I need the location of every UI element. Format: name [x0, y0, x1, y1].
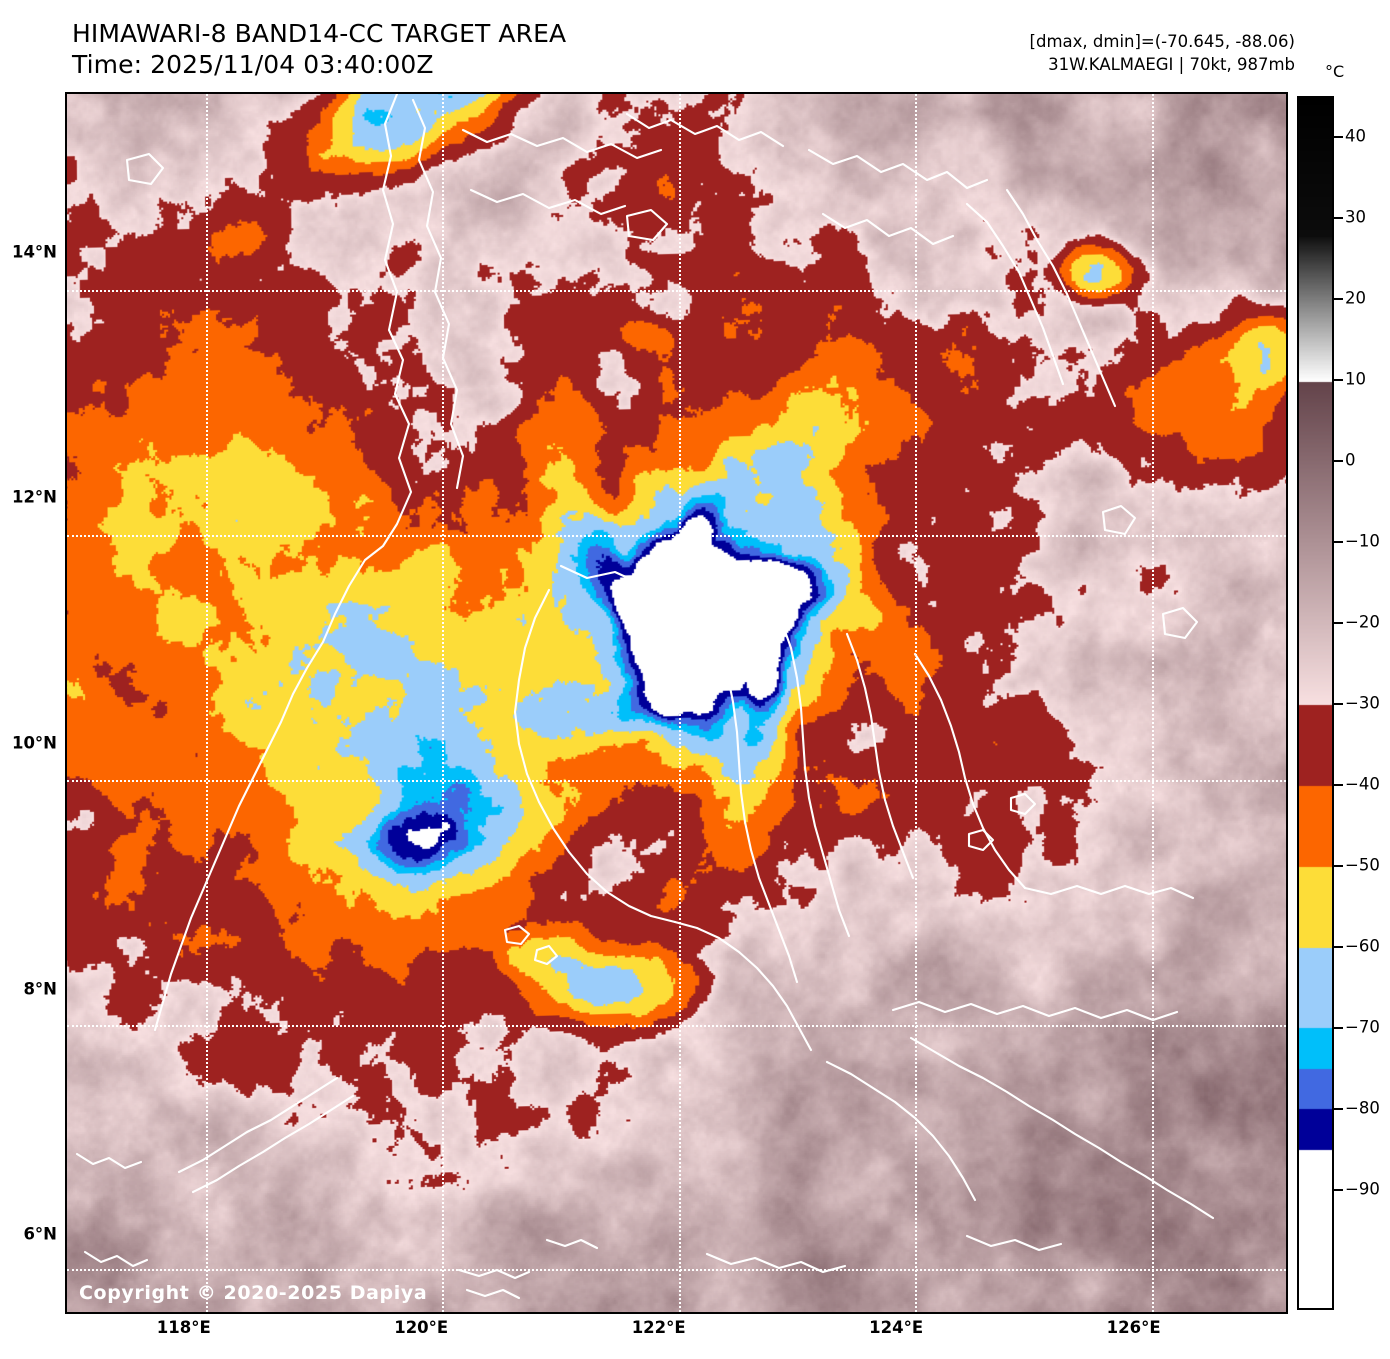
y-tick-label: 6°N — [23, 1224, 57, 1244]
x-tick-label: 118°E — [156, 1318, 211, 1337]
dmax-dmin-text: [dmax, dmin]=(-70.645, -88.06) — [1029, 32, 1295, 51]
colorbar-tick-mark — [1334, 783, 1343, 786]
header-metadata: [dmax, dmin]=(-70.645, -88.06) 31W.KALMA… — [1030, 30, 1295, 76]
y-tick-label: 10°N — [11, 733, 57, 753]
copyright-text: Copyright © 2020-2025 Dapiya — [79, 1282, 428, 1304]
colorbar-tick-mark — [1334, 1107, 1343, 1110]
colorbar-tick-label: −60 — [1345, 936, 1380, 956]
colorbar-tick-label: −90 — [1345, 1179, 1380, 1199]
page-title: HIMAWARI-8 BAND14-CC TARGET AREA Time: 2… — [72, 18, 566, 80]
colorbar-tick-label: −80 — [1345, 1098, 1380, 1118]
colorbar-gradient — [1299, 98, 1332, 1308]
x-tick-label: 122°E — [631, 1318, 686, 1337]
colorbar-tick-label: 40 — [1345, 126, 1366, 146]
colorbar-tick-mark — [1334, 460, 1343, 463]
x-tick-label: 124°E — [869, 1318, 924, 1337]
colorbar-tick-label: 0 — [1345, 450, 1356, 470]
colorbar-tick-mark — [1334, 703, 1343, 705]
colorbar-tick-mark — [1334, 945, 1343, 948]
y-tick-label: 8°N — [23, 979, 57, 999]
colorbar-tick-label: −40 — [1345, 774, 1380, 794]
title-line-2: Time: 2025/11/04 03:40:00Z — [72, 50, 434, 79]
colorbar-tick-mark — [1334, 136, 1343, 139]
coastline-overlay — [75, 94, 1215, 1300]
colorbar-tick-mark — [1334, 1188, 1343, 1191]
storm-info-text: 31W.KALMAEGI | 70kt, 987mb — [1048, 55, 1295, 74]
colorbar-tick-label: 30 — [1345, 207, 1366, 227]
colorbar-units-label: °C — [1325, 62, 1345, 81]
colorbar-tick-mark — [1334, 1026, 1343, 1029]
x-tick-label: 120°E — [394, 1318, 449, 1337]
x-tick-label: 126°E — [1106, 1318, 1161, 1337]
colorbar[interactable] — [1297, 96, 1334, 1310]
colorbar-tick-mark — [1334, 217, 1343, 220]
title-line-1: HIMAWARI-8 BAND14-CC TARGET AREA — [72, 19, 567, 48]
coastline-paths — [75, 94, 1215, 1300]
colorbar-tick-label: −70 — [1345, 1017, 1380, 1037]
colorbar-tick-mark — [1334, 864, 1343, 867]
colorbar-tick-mark — [1334, 379, 1343, 382]
map-canvas[interactable]: Copyright © 2020-2025 Dapiya — [65, 92, 1288, 1314]
colorbar-tick-label: 10 — [1345, 369, 1366, 389]
colorbar-tick-mark — [1334, 298, 1343, 301]
colorbar-tick-label: −10 — [1345, 531, 1380, 551]
y-tick-label: 12°N — [11, 487, 57, 507]
colorbar-tick-label: 20 — [1345, 288, 1366, 308]
colorbar-tick-label: −50 — [1345, 855, 1380, 875]
colorbar-tick-label: −30 — [1345, 693, 1380, 713]
colorbar-tick-label: −20 — [1345, 612, 1380, 632]
colorbar-tick-mark — [1334, 622, 1343, 625]
y-tick-label: 14°N — [11, 242, 57, 262]
colorbar-tick-mark — [1334, 541, 1343, 544]
